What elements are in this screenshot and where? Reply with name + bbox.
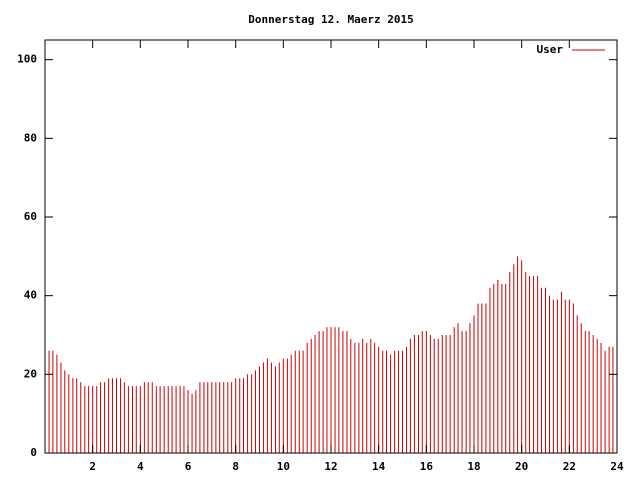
x-tick-label: 24	[610, 460, 624, 473]
x-tick-label: 2	[89, 460, 96, 473]
x-tick-label: 22	[563, 460, 576, 473]
y-tick-label: 20	[24, 367, 37, 380]
x-tick-label: 18	[467, 460, 480, 473]
y-tick-label: 100	[17, 53, 37, 66]
x-tick-label: 20	[515, 460, 528, 473]
x-tick-label: 6	[185, 460, 192, 473]
x-tick-label: 16	[420, 460, 434, 473]
y-tick-label: 0	[30, 446, 37, 459]
x-tick-label: 12	[324, 460, 337, 473]
y-tick-label: 80	[24, 131, 37, 144]
legend-label: User	[537, 43, 564, 56]
chart-title: Donnerstag 12. Maerz 2015	[248, 13, 414, 26]
y-tick-label: 40	[24, 289, 37, 302]
y-tick-label: 60	[24, 210, 37, 223]
x-tick-label: 4	[137, 460, 144, 473]
x-tick-label: 10	[277, 460, 290, 473]
x-tick-label: 8	[232, 460, 239, 473]
x-tick-label: 14	[372, 460, 386, 473]
